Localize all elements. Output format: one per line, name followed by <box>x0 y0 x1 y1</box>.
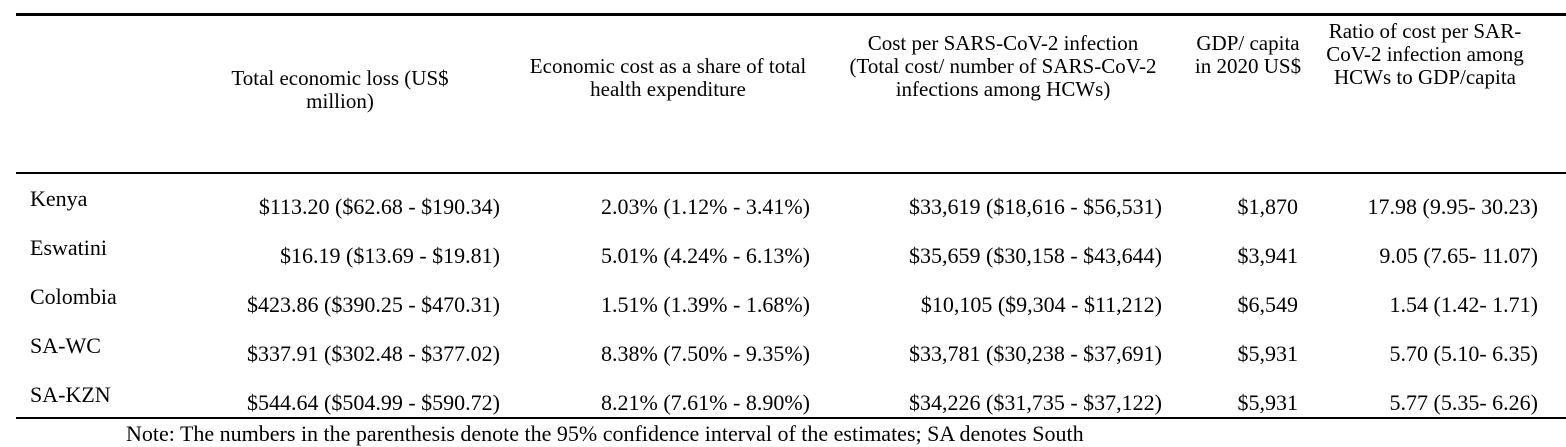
table-note: Note: The numbers in the parenthesis den… <box>126 421 1084 446</box>
header-total-economic-loss: Total economic loss (US$ million) <box>231 66 449 113</box>
cell-total-loss: $544.64 ($504.99 - $590.72) <box>247 390 500 415</box>
cell-total-loss: $337.91 ($302.48 - $377.02) <box>247 341 500 366</box>
cell-ratio: 1.54 (1.42- 1.71) <box>1389 292 1538 317</box>
cell-gdp-per-capita: $5,931 <box>1237 341 1299 366</box>
cell-cost-per-infection: $35,659 ($30,158 - $43,644) <box>909 243 1162 268</box>
header-share-of-health-expenditure: Economic cost as a share of total health… <box>529 54 807 101</box>
cell-health-share: 8.38% (7.50% - 9.35%) <box>601 341 810 366</box>
cell-cost-per-infection: $33,619 ($18,616 - $56,531) <box>909 194 1162 219</box>
row-label: Kenya <box>30 186 88 211</box>
row-label: Eswatini <box>30 235 107 260</box>
header-bottom-rule <box>16 172 1566 174</box>
cell-ratio: 5.70 (5.10- 6.35) <box>1389 341 1538 366</box>
cell-health-share: 1.51% (1.39% - 1.68%) <box>601 292 810 317</box>
cell-gdp-per-capita: $1,870 <box>1237 194 1299 219</box>
cell-ratio: 9.05 (7.65- 11.07) <box>1379 243 1538 268</box>
cell-cost-per-infection: $34,226 ($31,735 - $37,122) <box>909 390 1162 415</box>
cell-total-loss: $16.19 ($13.69 - $19.81) <box>280 243 500 268</box>
cell-health-share: 2.03% (1.12% - 3.41%) <box>601 194 810 219</box>
cell-gdp-per-capita: $3,941 <box>1237 243 1299 268</box>
cell-total-loss: $113.20 ($62.68 - $190.34) <box>258 194 500 219</box>
row-label: SA-KZN <box>30 382 111 407</box>
cell-gdp-per-capita: $5,931 <box>1237 390 1299 415</box>
row-label: SA-WC <box>30 333 101 358</box>
cell-cost-per-infection: $10,105 ($9,304 - $11,212) <box>920 292 1162 317</box>
row-label: Colombia <box>30 284 117 309</box>
cell-total-loss: $423.86 ($390.25 - $470.31) <box>247 292 500 317</box>
header-ratio-cost-to-gdp: Ratio of cost per SAR-CoV-2 infection am… <box>1326 19 1524 89</box>
cell-ratio: 17.98 (9.95- 30.23) <box>1367 194 1538 219</box>
cell-cost-per-infection: $33,781 ($30,238 - $37,691) <box>909 341 1162 366</box>
header-gdp-per-capita: GDP/ capita in 2020 US$ <box>1194 31 1302 78</box>
cell-health-share: 8.21% (7.61% - 8.90%) <box>601 390 810 415</box>
header-cost-per-infection: Cost per SARS-CoV-2 infection (Total cos… <box>849 31 1157 101</box>
table-bottom-rule <box>16 417 1566 419</box>
cell-health-share: 5.01% (4.24% - 6.13%) <box>601 243 810 268</box>
table-top-rule <box>16 13 1566 16</box>
cell-ratio: 5.77 (5.35- 6.26) <box>1389 390 1538 415</box>
cell-gdp-per-capita: $6,549 <box>1237 292 1299 317</box>
